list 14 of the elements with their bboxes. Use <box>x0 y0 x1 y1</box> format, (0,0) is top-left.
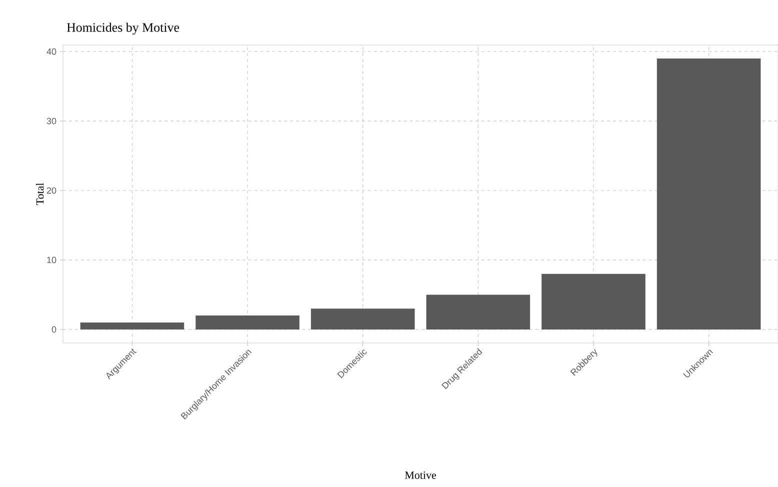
y-tick-label: 10 <box>47 256 56 264</box>
bar <box>656 58 761 330</box>
y-tick-label: 30 <box>46 118 56 124</box>
y-tick-label: 20 <box>46 187 56 194</box>
bar <box>196 316 300 330</box>
bar <box>426 294 530 330</box>
x-axis-title: Motive <box>404 472 436 479</box>
y-axis-title: Total <box>36 183 44 205</box>
y-tick-label: 0 <box>52 326 56 333</box>
y-tick-label: 40 <box>46 48 56 55</box>
bar <box>542 274 646 330</box>
bar <box>80 322 184 330</box>
bar <box>310 308 415 330</box>
chart-title: Homicides by Motive <box>66 22 180 34</box>
